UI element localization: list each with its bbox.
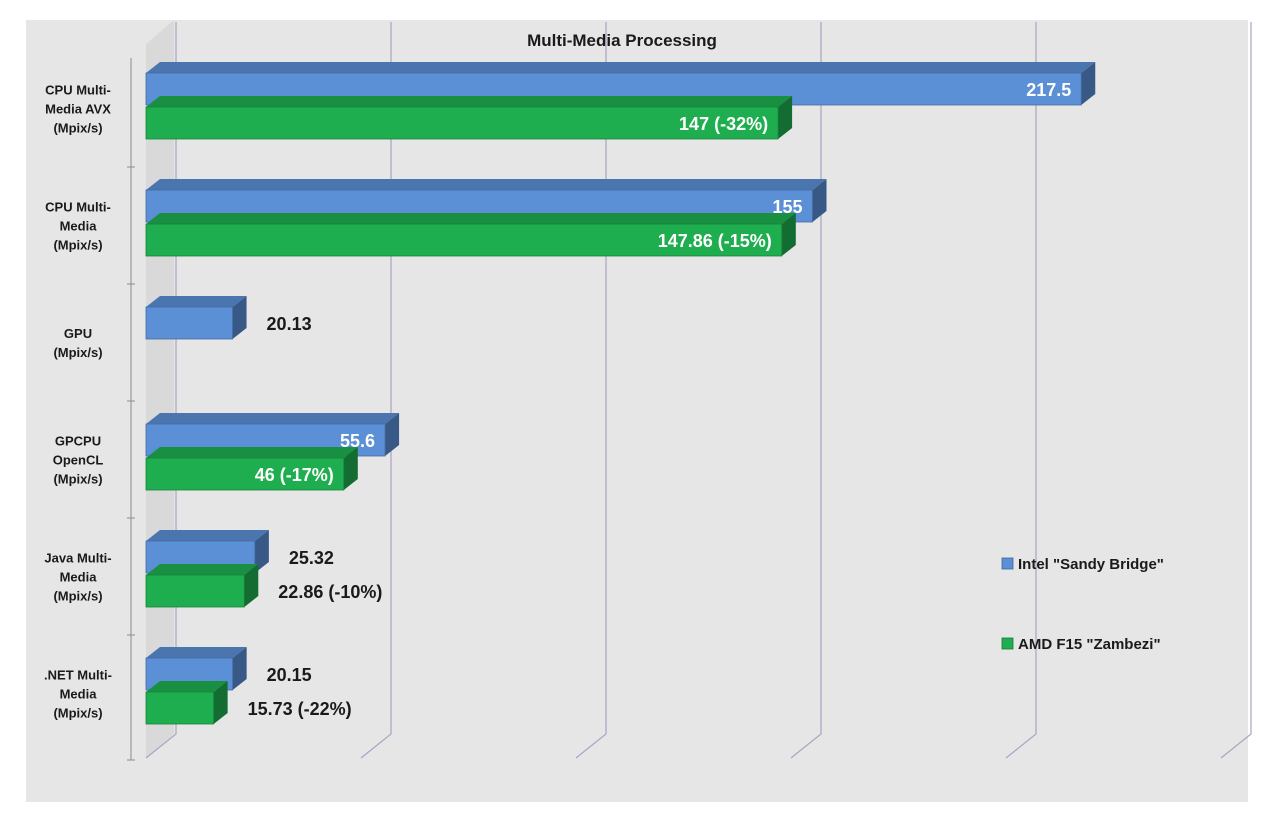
data-label: 20.15 bbox=[267, 665, 312, 685]
data-label: 15.73 (-22%) bbox=[248, 699, 352, 719]
bar bbox=[145, 223, 783, 257]
bar-side-face bbox=[781, 213, 796, 256]
legend-swatch-intel bbox=[1001, 557, 1014, 570]
bar-top-face bbox=[146, 62, 1096, 73]
category-label: CPU Multi- bbox=[45, 200, 111, 215]
bar-side-face bbox=[1081, 62, 1096, 105]
bar-side-face bbox=[343, 447, 358, 490]
bar-side-face bbox=[385, 413, 400, 456]
category-label: (Mpix/s) bbox=[53, 472, 102, 487]
bar-top-face bbox=[146, 530, 269, 541]
data-label: 217.5 bbox=[1026, 80, 1071, 100]
bar-side-face bbox=[213, 681, 228, 724]
category-label: CPU Multi- bbox=[45, 83, 111, 98]
data-label: 20.13 bbox=[267, 314, 312, 334]
data-label: 147.86 (-15%) bbox=[658, 231, 772, 251]
bar-side-face bbox=[812, 179, 827, 222]
bar bbox=[145, 457, 345, 491]
data-label: 155 bbox=[772, 197, 802, 217]
bar-side-face bbox=[254, 530, 269, 573]
bar-top-face bbox=[146, 179, 827, 190]
category-label: Media AVX bbox=[45, 102, 111, 117]
data-label: 46 (-17%) bbox=[255, 465, 334, 485]
data-label: 147 (-32%) bbox=[679, 114, 768, 134]
data-label: 25.32 bbox=[289, 548, 334, 568]
bar-group bbox=[145, 96, 793, 140]
gridline bbox=[145, 22, 177, 759]
category-label: (Mpix/s) bbox=[53, 589, 102, 604]
category-label: Media bbox=[60, 687, 98, 702]
bar-top-face bbox=[146, 681, 228, 692]
bar-top-face bbox=[146, 564, 259, 575]
bar bbox=[145, 574, 245, 608]
bar-top-face bbox=[146, 647, 247, 658]
chart-title: Multi-Media Processing bbox=[527, 31, 717, 50]
category-label: (Mpix/s) bbox=[53, 706, 102, 721]
legend-swatch-amd bbox=[1001, 637, 1014, 650]
gridline bbox=[790, 22, 822, 759]
bar-top-face bbox=[146, 447, 358, 458]
bar bbox=[145, 106, 779, 140]
gridline bbox=[360, 22, 392, 759]
category-label: (Mpix/s) bbox=[53, 345, 102, 360]
bar-side-face bbox=[232, 647, 247, 690]
bar-top-face bbox=[146, 213, 796, 224]
bar-top-face bbox=[146, 296, 247, 307]
category-label: .NET Multi- bbox=[44, 668, 112, 683]
legend-label: AMD F15 "Zambezi" bbox=[1018, 636, 1161, 653]
bar-top-face bbox=[146, 96, 793, 107]
bar-group bbox=[145, 296, 247, 340]
bar-group bbox=[145, 564, 259, 608]
gridline bbox=[575, 22, 607, 759]
bar bbox=[145, 306, 233, 340]
category-label: (Mpix/s) bbox=[53, 238, 102, 253]
category-label: GPU bbox=[64, 326, 92, 341]
bar-group bbox=[145, 447, 358, 491]
bar-group bbox=[145, 213, 796, 257]
data-label: 55.6 bbox=[340, 431, 375, 451]
bar-side-face bbox=[244, 564, 259, 607]
bar-group bbox=[145, 681, 228, 725]
gridline bbox=[1005, 22, 1037, 759]
category-label: Media bbox=[60, 570, 98, 585]
bar bbox=[145, 691, 215, 725]
category-label: OpenCL bbox=[53, 453, 104, 468]
data-label: 22.86 (-10%) bbox=[278, 582, 382, 602]
bar-side-face bbox=[232, 296, 247, 339]
category-label: Media bbox=[60, 219, 98, 234]
category-label: GPCPU bbox=[55, 434, 101, 449]
category-label: (Mpix/s) bbox=[53, 121, 102, 136]
bar-top-face bbox=[146, 413, 400, 424]
category-label: Java Multi- bbox=[44, 551, 111, 566]
legend-label: Intel "Sandy Bridge" bbox=[1018, 556, 1164, 573]
bar-side-face bbox=[778, 96, 793, 139]
gridline bbox=[1220, 22, 1252, 759]
